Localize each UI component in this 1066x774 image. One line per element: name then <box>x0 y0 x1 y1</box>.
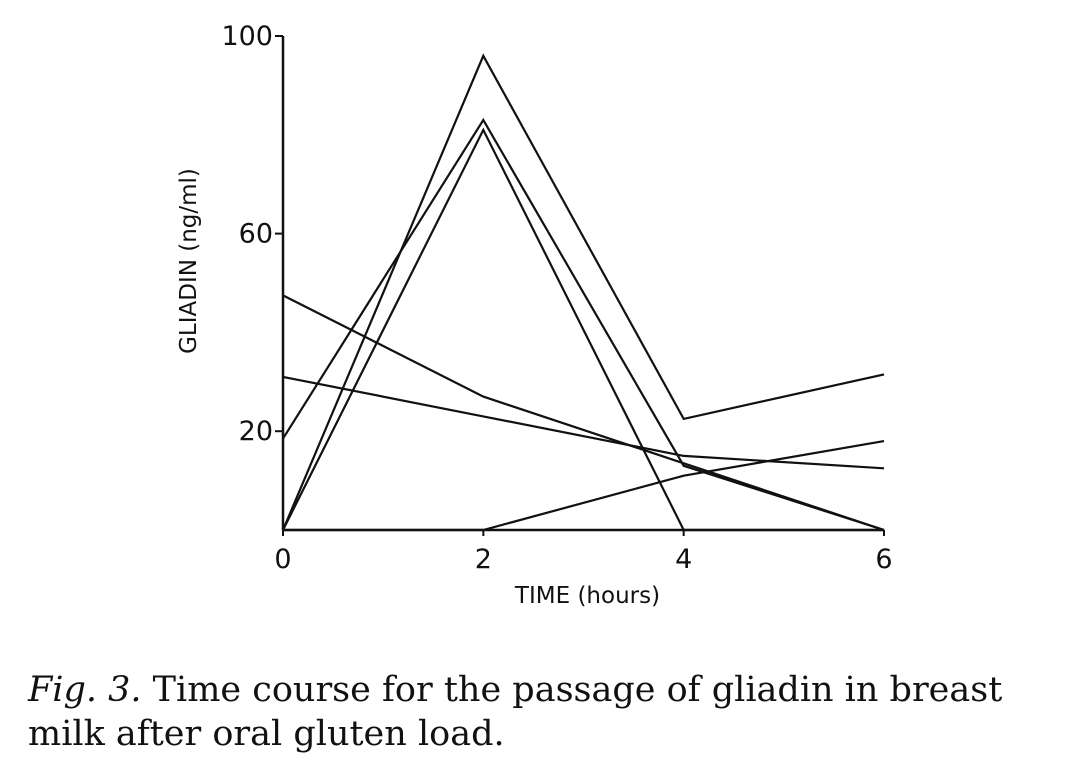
x-tick-label: 0 <box>274 544 291 575</box>
series-line-5 <box>282 375 885 470</box>
series-line-1 <box>281 53 885 531</box>
x-tick-label: 2 <box>475 544 492 575</box>
caption-text: Time course for the passage of gliadin i… <box>28 670 1003 754</box>
y-axis-title: GLIADIN (ng/ml) <box>176 168 202 354</box>
line-chart: 20 60 100 0 2 4 6 TIME (hours) GLIADIN (ng/ml) <box>176 21 893 609</box>
series-line-6 <box>283 440 885 532</box>
tick-layer: 20 60 100 0 2 4 6 <box>221 21 892 575</box>
series-line-2 <box>282 117 885 532</box>
figure-caption: Fig. 3. Time course for the passage of g… <box>28 668 1048 756</box>
y-tick-label: 60 <box>239 219 273 250</box>
series-line-4 <box>282 294 885 532</box>
x-axis-title: TIME (hours) <box>514 583 660 609</box>
series-layer <box>281 53 885 532</box>
x-tick-label: 6 <box>875 544 892 575</box>
series-line-3 <box>282 127 884 532</box>
x-tick-label: 4 <box>675 544 692 575</box>
y-tick-label: 100 <box>221 21 273 52</box>
figure-label: Fig. 3. <box>28 670 142 710</box>
y-tick-label: 20 <box>239 416 273 447</box>
